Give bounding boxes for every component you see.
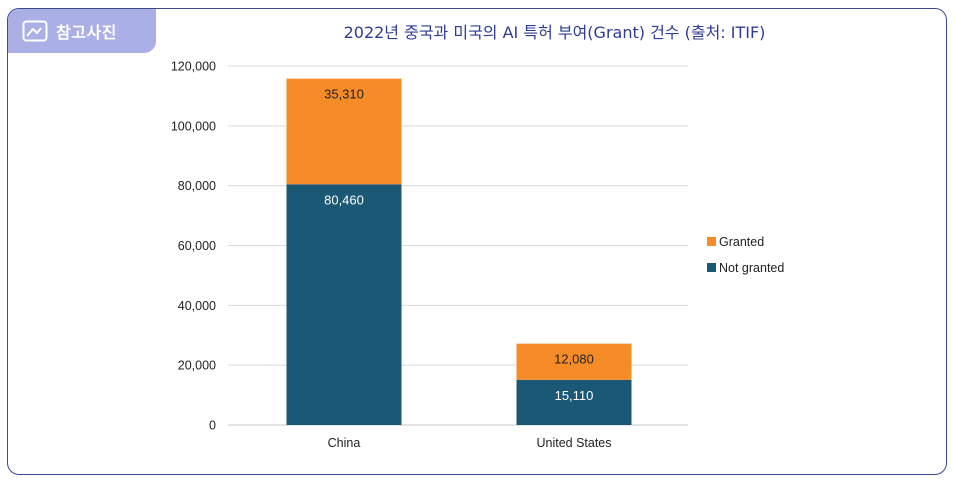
chart-title: 2022년 중국과 미국의 AI 특허 부여(Grant) 건수 (출처: IT… <box>343 23 766 42</box>
x-tick-label: United States <box>536 436 611 450</box>
y-tick-label: 40,000 <box>178 299 216 313</box>
legend-swatch-granted <box>707 237 716 246</box>
reference-photo-label: 참고사진 <box>56 23 117 42</box>
figure-frame: 참고사진 2022년 중국과 미국의 AI 특허 부여(Grant) 건수 (출… <box>7 8 947 475</box>
reference-photo-tab: 참고사진 <box>8 9 156 53</box>
data-label: 15,110 <box>555 388 594 403</box>
bar-granted-united-states <box>516 343 632 380</box>
legend-label-not-granted: Not granted <box>719 261 784 275</box>
y-tick-label: 80,000 <box>178 179 216 193</box>
x-tick-label: China <box>328 436 361 450</box>
y-tick-label: 0 <box>209 419 216 433</box>
bar-granted-china <box>286 78 402 185</box>
image-icon <box>22 20 48 42</box>
y-tick-label: 120,000 <box>171 60 216 74</box>
legend-label-granted: Granted <box>719 235 764 249</box>
y-tick-label: 100,000 <box>171 119 216 133</box>
legend-swatch-not-granted <box>707 263 716 272</box>
data-label: 35,310 <box>324 87 364 102</box>
bar-not-granted-united-states <box>516 379 632 425</box>
y-tick-label: 20,000 <box>178 359 216 373</box>
bar-not-granted-china <box>286 184 402 425</box>
data-label: 12,080 <box>554 352 594 367</box>
data-label: 80,460 <box>324 192 364 207</box>
y-tick-label: 60,000 <box>178 239 216 253</box>
